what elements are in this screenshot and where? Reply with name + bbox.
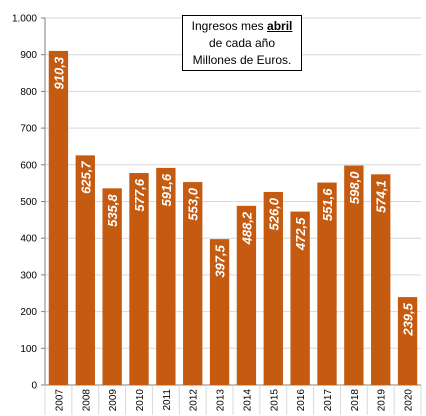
bar	[102, 188, 122, 385]
bar	[371, 174, 391, 385]
chart-title-line1-emphasis: abril	[267, 19, 293, 33]
bar-value-label: 488,2	[239, 211, 254, 245]
chart-title-line3: Millones de Euros.	[192, 53, 292, 67]
bar-value-label: 472,5	[293, 217, 308, 251]
x-tick-label: 2019	[377, 389, 388, 412]
y-tick-label: 600	[20, 160, 37, 171]
x-tick-label: 2012	[189, 389, 200, 412]
bar	[209, 239, 230, 385]
y-tick-label: 200	[20, 307, 37, 318]
chart-title-line1: Ingresos mes abril	[183, 18, 301, 35]
x-tick-label: 2015	[269, 389, 280, 412]
bar	[290, 211, 310, 385]
chart-title-box: Ingresos mes abril de cada año Millones …	[182, 15, 302, 71]
x-tick-label: 2007	[54, 389, 65, 412]
y-tick-label: 900	[20, 50, 37, 61]
x-tick-label: 2013	[216, 389, 227, 412]
x-tick-label: 2010	[135, 389, 146, 412]
bar	[236, 205, 257, 385]
y-tick-label: 500	[20, 197, 37, 208]
bar-value-label: 591,6	[159, 173, 174, 206]
bar	[263, 191, 283, 385]
y-tick-label: 400	[20, 234, 37, 245]
chart-title-line2: de cada año	[208, 36, 276, 50]
y-tick-label: 300	[20, 270, 37, 281]
bar-value-label: 397,5	[213, 244, 228, 277]
y-tick-label: 800	[20, 87, 37, 98]
bar	[156, 167, 176, 385]
y-tick-label: 700	[20, 124, 37, 135]
x-tick-label: 2016	[296, 389, 307, 412]
x-tick-label: 2017	[323, 389, 334, 412]
x-tick-label: 2018	[350, 389, 361, 412]
x-tick-label: 2008	[81, 389, 92, 412]
bar	[317, 182, 337, 385]
chart-title-line1-prefix: Ingresos mes	[191, 19, 268, 33]
bar	[397, 297, 418, 385]
y-tick-label: 1.000	[12, 14, 37, 25]
bar	[183, 182, 203, 385]
bar-value-label: 551,6	[320, 188, 335, 221]
bar-value-label: 625,7	[78, 161, 93, 194]
bar	[129, 173, 149, 385]
bar-value-label: 239,5	[401, 302, 416, 336]
bar	[75, 155, 95, 385]
bar	[48, 50, 69, 386]
bar	[344, 165, 364, 385]
x-tick-label: 2009	[108, 389, 119, 412]
bar-value-label: 574,1	[374, 180, 389, 213]
bar-value-label: 577,6	[132, 178, 147, 211]
x-tick-label: 2011	[162, 389, 173, 411]
bar-value-label: 553,0	[186, 187, 201, 220]
y-tick-label: 100	[20, 344, 37, 355]
bar-value-label: 535,8	[105, 194, 120, 227]
bar-value-label: 598,0	[347, 171, 362, 204]
bar-value-label: 910,3	[51, 56, 66, 89]
bar-value-label: 526,0	[266, 197, 281, 230]
y-tick-label: 0	[31, 381, 37, 392]
x-tick-label: 2020	[404, 389, 415, 412]
x-tick-label: 2014	[242, 389, 253, 412]
